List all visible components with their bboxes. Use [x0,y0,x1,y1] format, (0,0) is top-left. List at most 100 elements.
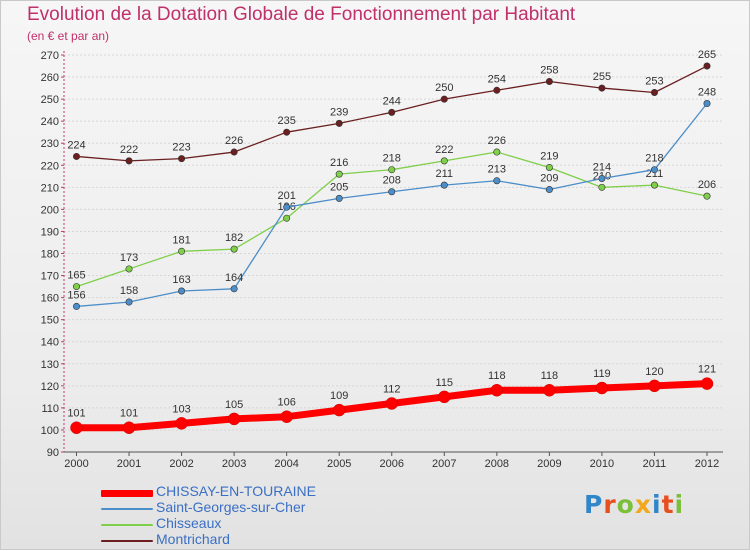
data-label: 119 [593,368,611,380]
data-label: 182 [225,232,243,244]
x-tick-label: 2004 [274,458,298,470]
data-label: 250 [435,82,453,94]
data-point [650,88,658,96]
data-label: 115 [436,377,454,389]
data-label: 106 [277,397,295,409]
x-tick-label: 2010 [590,458,614,470]
data-point [385,397,398,410]
data-point [230,148,238,156]
data-point [545,186,553,194]
data-label: 118 [541,370,559,382]
x-tick-label: 2012 [695,458,719,470]
y-tick-label: 240 [41,116,59,128]
data-label: 244 [383,95,401,107]
data-point [545,77,553,85]
data-point [493,148,501,156]
data-label: 101 [67,408,85,420]
y-tick-label: 190 [41,226,59,238]
x-tick-label: 2006 [380,458,404,470]
y-tick-label: 200 [41,204,59,216]
y-tick-label: 120 [41,381,59,393]
data-label: 101 [120,408,138,420]
data-label: 120 [645,366,663,378]
data-point [175,417,188,430]
data-point [388,166,396,174]
data-point [335,170,343,178]
data-point [388,108,396,116]
x-tick-label: 2009 [537,458,561,470]
data-label: 219 [540,150,558,162]
data-label: 265 [698,49,716,61]
data-point [280,410,293,423]
data-label: 239 [330,106,348,118]
data-label: 158 [120,285,138,297]
data-label: 208 [383,175,401,187]
y-tick-label: 260 [41,72,59,84]
data-point [703,62,711,70]
data-point [700,377,714,390]
data-label: 209 [540,173,558,185]
data-label: 226 [225,135,243,147]
data-point [543,383,556,397]
data-label: 255 [593,71,611,83]
legend-swatch [101,489,153,497]
data-point [125,157,133,165]
data-point [230,285,238,293]
data-label: 121 [698,364,716,376]
data-point [595,381,609,395]
data-point [598,183,606,191]
y-tick-label: 90 [47,447,59,459]
data-point [438,390,451,404]
data-label: 181 [172,234,190,246]
data-point [125,298,133,306]
y-tick-label: 270 [41,50,59,62]
x-tick-label: 2001 [117,458,141,470]
legend-swatch [101,508,153,510]
data-label: 216 [330,157,348,169]
data-point [70,421,83,434]
data-point [73,283,81,291]
y-tick-label: 140 [41,337,59,349]
x-tick-label: 2008 [485,458,509,470]
data-point [283,203,291,211]
data-label: 164 [225,272,243,284]
data-point [227,412,241,426]
legend-label: Chisseaux [156,515,222,531]
y-tick-label: 170 [41,271,59,283]
data-point [703,192,711,200]
y-tick-label: 130 [41,359,59,371]
data-label: 254 [488,73,506,85]
data-point [493,177,501,185]
data-point [178,247,186,255]
data-point [440,157,448,165]
data-label: 109 [330,390,348,402]
data-point [73,302,81,310]
y-tick-label: 100 [41,425,59,437]
data-point [648,379,661,393]
data-label: 253 [645,75,663,87]
data-point [73,152,81,160]
legend-swatch [101,524,153,526]
data-label: 205 [330,181,348,193]
data-point [332,403,346,417]
y-tick-label: 160 [41,293,59,305]
proxiti-logo: Proxiti [584,490,685,519]
data-point [122,421,136,434]
y-tick-label: 180 [41,249,59,261]
data-label: 201 [277,190,295,202]
legend-label: Saint-Georges-sur-Cher [156,499,306,515]
data-point [598,175,606,183]
data-point [650,166,658,174]
data-label: 211 [646,168,664,180]
data-label: 165 [67,270,85,282]
data-label: 163 [172,274,190,286]
chart-title: Evolution de la Dotation Globale de Fonc… [27,4,576,25]
data-point [283,214,291,222]
x-tick-label: 2007 [432,458,456,470]
y-tick-label: 150 [41,315,59,327]
chart-subtitle: (en € et par an) [27,29,110,43]
data-label: 103 [172,403,190,415]
x-tick-label: 2011 [643,458,667,470]
data-point [283,128,291,136]
